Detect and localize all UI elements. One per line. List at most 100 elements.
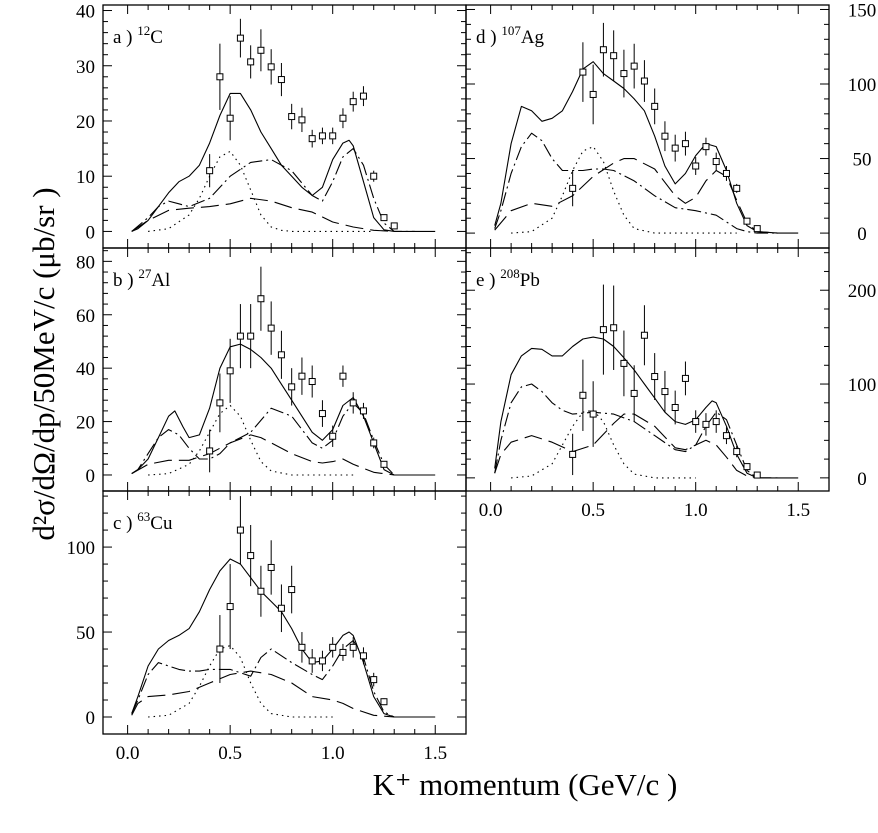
- curve-dashdot: [131, 639, 415, 718]
- y-tick-label: 50: [76, 623, 95, 644]
- y-tick-label: 0: [86, 466, 96, 487]
- data-point: [390, 222, 398, 230]
- curve-solid: [131, 343, 436, 476]
- data-point: [630, 389, 638, 397]
- data-point: [247, 332, 255, 340]
- data-point: [288, 113, 296, 121]
- data-point: [277, 351, 285, 359]
- data-point: [380, 698, 388, 706]
- curve-dashed: [494, 158, 778, 234]
- y-tick-label: 20: [76, 112, 95, 133]
- data-point: [722, 432, 730, 440]
- panel-label: c ) 63Cu: [113, 509, 173, 534]
- curve-solid: [131, 92, 436, 232]
- data-point: [226, 114, 234, 122]
- panel-e: 0.0 0.5 1.0 1.5 0 100 200 e ) 208Pb: [465, 247, 877, 521]
- data-point: [308, 135, 316, 143]
- data-point: [743, 217, 751, 225]
- panel-a: 0 10 20 30 40 a ) 12C: [76, 2, 467, 249]
- data-point: [257, 46, 265, 54]
- data-point: [308, 657, 316, 665]
- data-point: [288, 383, 296, 391]
- curve-solid: [494, 61, 799, 234]
- data-point: [236, 332, 244, 340]
- x-tick-label: 0.5: [218, 743, 242, 764]
- panel-label: b ) 27Al: [113, 266, 170, 291]
- x-tick-label: 1.0: [321, 743, 345, 764]
- data-point: [671, 403, 679, 411]
- curve-dotted: [511, 146, 737, 234]
- panel-d: 0 50 100 150 d ) 107Ag: [465, 0, 876, 249]
- data-point: [339, 372, 347, 380]
- data-point: [349, 399, 357, 407]
- x-tick-label: 1.0: [684, 500, 708, 521]
- curve-solid: [131, 558, 436, 718]
- data-point: [288, 586, 296, 594]
- data-point: [349, 98, 357, 106]
- data-point: [359, 92, 367, 100]
- panel-frame: [102, 490, 467, 735]
- data-point: [339, 648, 347, 656]
- data-point: [349, 643, 357, 651]
- data-point: [599, 326, 607, 334]
- data-point: [599, 46, 607, 54]
- x-axis-title: K⁺ momentum (GeV/c ): [373, 767, 678, 802]
- curve-dotted: [148, 645, 333, 718]
- y-tick-label: 40: [76, 359, 95, 380]
- data-point: [702, 143, 710, 151]
- data-point: [277, 76, 285, 84]
- curve-solid: [494, 336, 799, 479]
- panels-group: 0 10 20 30 40 a ) 12C 0 50 100 150 d ) 107Ag 0 20 40 6…: [67, 0, 877, 764]
- y-tick-label: 80: [76, 252, 95, 273]
- data-point: [692, 418, 700, 426]
- data-point: [753, 471, 761, 479]
- y-tick-label: 30: [76, 57, 95, 78]
- x-tick-label: 0.5: [581, 500, 605, 521]
- data-point: [226, 367, 234, 375]
- data-point: [318, 132, 326, 140]
- panel-label: a ) 12C: [113, 23, 163, 48]
- y-tick-label: 0: [86, 708, 96, 729]
- panel-frame: [465, 247, 830, 492]
- data-point: [620, 70, 628, 78]
- panel-b: 0 20 40 60 80 b ) 27Al: [76, 247, 467, 492]
- y-tick-label: 200: [848, 281, 877, 302]
- data-point: [702, 420, 710, 428]
- data-point: [257, 295, 265, 303]
- y-tick-label: 60: [76, 306, 95, 327]
- y-tick-label: 100: [67, 538, 96, 559]
- data-point: [329, 643, 337, 651]
- data-point: [589, 410, 597, 418]
- data-point: [681, 140, 689, 148]
- data-point: [733, 448, 741, 456]
- data-point: [610, 324, 618, 332]
- data-point: [640, 77, 648, 85]
- data-point: [753, 225, 761, 233]
- data-point: [370, 439, 378, 447]
- data-point: [216, 645, 224, 653]
- data-point: [308, 378, 316, 386]
- y-tick-label: 50: [853, 150, 872, 171]
- data-point: [318, 657, 326, 665]
- data-point: [651, 102, 659, 110]
- curve-dotted: [511, 409, 696, 479]
- data-point: [569, 184, 577, 192]
- y-tick-label: 100: [848, 375, 877, 396]
- data-point: [712, 158, 720, 166]
- data-point: [722, 169, 730, 177]
- data-point: [589, 90, 597, 98]
- data-point: [277, 604, 285, 612]
- curve-dashed: [131, 670, 395, 718]
- y-axis-title: d²σ/dΩ/dp/50MeV/c (μb/sr ): [26, 187, 61, 540]
- data-point: [247, 58, 255, 66]
- panel-label: d ) 107Ag: [476, 23, 545, 48]
- curve-dashdot: [131, 148, 415, 232]
- data-point: [236, 526, 244, 534]
- data-point: [733, 184, 741, 192]
- data-point: [298, 116, 306, 124]
- data-point: [298, 372, 306, 380]
- data-point: [579, 68, 587, 76]
- curve-dashed: [494, 413, 778, 479]
- data-point: [359, 652, 367, 660]
